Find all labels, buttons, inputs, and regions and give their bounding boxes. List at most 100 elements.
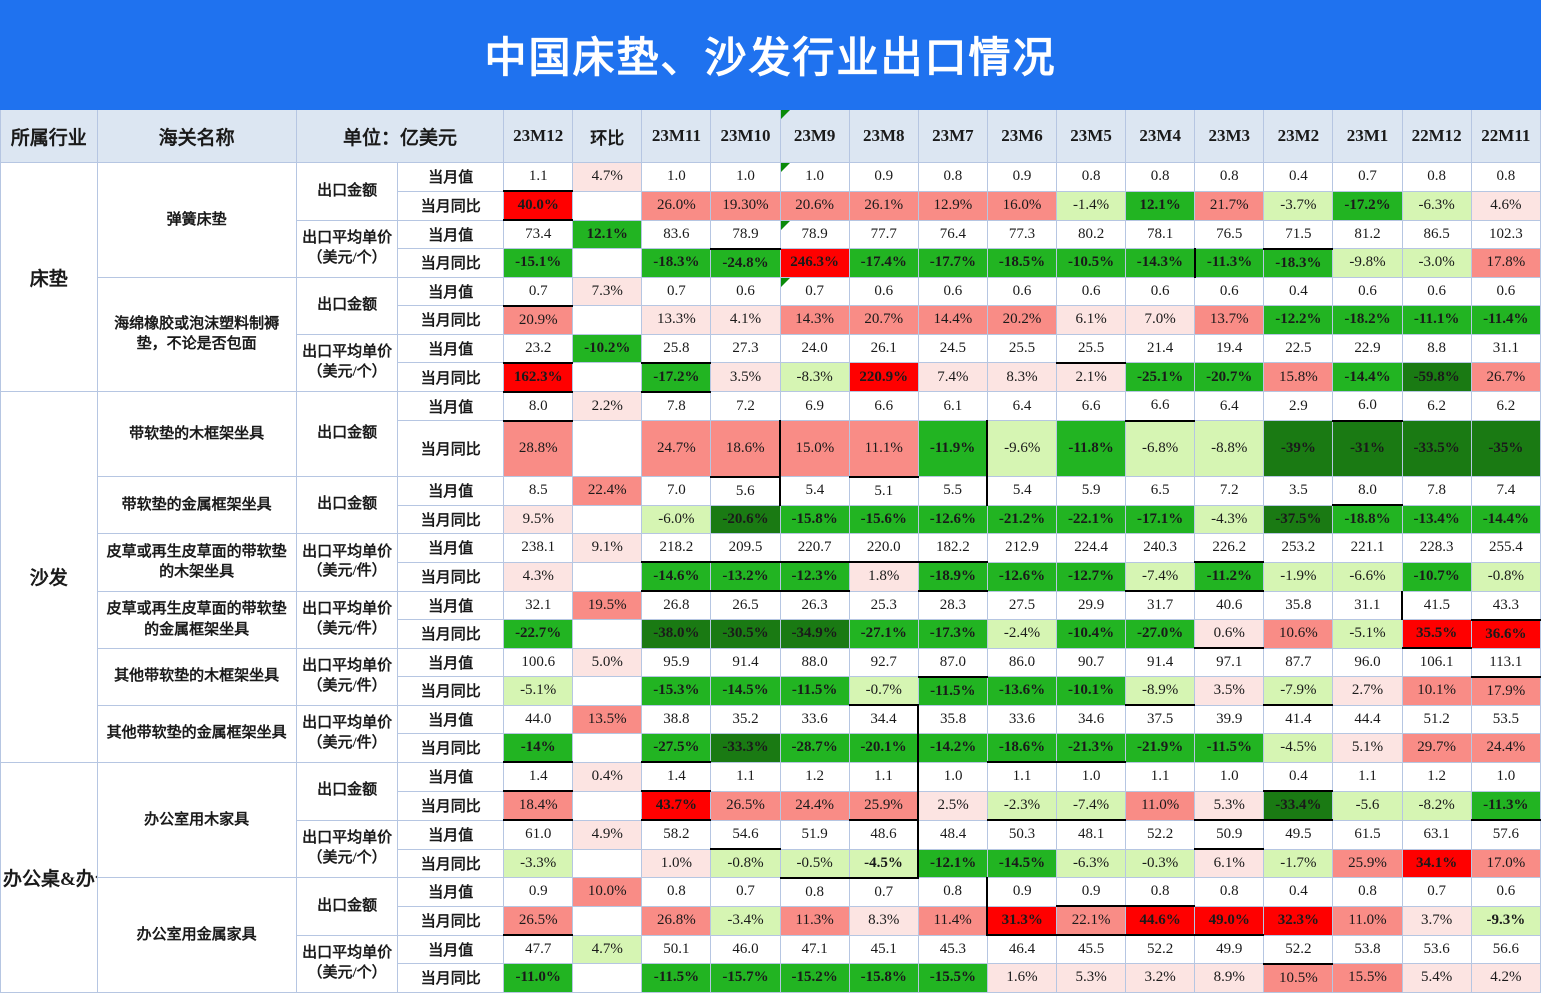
cell: -9.3% [1470,905,1541,936]
header-month-14: 22M11 [1470,108,1541,163]
cell: 31.7 [1125,590,1196,620]
metric-avg-price-ge: 出口平均单价（美元/个） [295,934,399,993]
sub-current-value: 当月值 [397,819,505,850]
cell: 226.2 [1194,533,1265,563]
cell: 0.7 [848,876,919,907]
industry-sofa: 沙发 [0,391,98,763]
cell [572,420,643,477]
cell: -4.5% [848,848,919,878]
cell: 0.6 [986,276,1058,306]
cell: 5.4 [779,476,850,506]
cell: -18.2% [1332,305,1403,335]
cell: 224.4 [1056,533,1127,563]
sub-current-value: 当月值 [397,391,505,421]
cell: 0.8 [917,877,989,907]
cell: 4.3% [503,561,574,592]
cell: 86.5 [1401,219,1472,249]
cell: -3.3% [503,848,574,878]
cell: 1.4 [641,761,712,792]
table-row: 当月同比 9.5% -6.0% -20.6% -15.8% -15.6% -12… [1,504,1541,534]
cell: 238.1 [503,533,574,563]
cell: -22.7% [503,619,574,649]
header-month-13: 22M12 [1401,108,1472,163]
table-row: 当月同比 4.3% -14.6% -13.2% -12.3% 1.8% -18.… [1,561,1541,592]
cell: -3.0% [1401,248,1472,278]
cell: 92.7 [848,647,919,677]
cell: 0.4 [1263,877,1334,907]
cell: -24.8% [710,248,781,278]
cell: 52.2 [1125,819,1196,850]
cell: 6.6 [848,391,919,421]
cell: 26.1% [848,190,919,221]
cell: -8.2% [1401,790,1472,821]
cell: 5.1 [848,476,919,506]
cell: 0.7 [503,276,574,306]
cell: 0.7 [779,276,850,306]
cell: 17.0% [1470,848,1541,878]
header-month-8: 23M5 [1056,108,1127,163]
cell: 6.4 [1194,391,1265,421]
cell: 51.2 [1401,704,1472,734]
customs-name-leather-metal: 皮草或再生皮草面的带软垫的金属框架坐具 [96,590,297,649]
cell: 50.1 [641,934,712,964]
table-row: 出口平均单价（美元/个） 当月值 73.4 12.1% 83.6 78.9 78… [1,219,1541,278]
cell: 24.0 [779,333,850,363]
cell: 44.0 [503,704,574,734]
table-row: 当月同比 -14% -27.5% -33.3% -28.7% -20.1% -1… [1,733,1541,763]
cell: 10.6% [1263,619,1334,649]
cell: -12.3% [779,561,850,592]
table-row: 当月同比 -22.7% -38.0% -30.5% -34.9% -27.1% … [1,618,1541,649]
cell: 35.5% [1401,619,1472,649]
cell: 7.4 [1470,476,1541,506]
sub-yoy: 当月同比 [397,362,505,392]
cell: -17.3% [917,619,988,649]
cell: -30.5% [710,619,781,649]
metric-avg-price-jian: 出口平均单价（美元/件） [295,647,399,706]
cell: 1.0 [1056,761,1127,792]
header-month-7: 23M6 [986,108,1058,163]
cell: -5.1% [1332,619,1403,649]
cell: 31.1 [1332,590,1404,620]
cell: 13.3% [641,305,712,335]
cell: 76.4 [917,219,988,249]
cell: 0.6 [710,276,781,306]
cell: -14.3% [1125,248,1196,278]
cell: 71.5 [1263,219,1334,250]
page-title: 中国床垫、沙发行业出口情况 [484,32,1057,82]
cell: 246.3% [779,248,850,278]
cell: 5.0% [572,647,643,677]
cell: 32.1 [503,590,574,620]
cell: 212.9 [986,533,1058,563]
cell: 22.5 [1263,333,1334,363]
sub-yoy: 当月同比 [397,190,505,221]
cell: -27.0% [1125,619,1196,649]
cell: -18.3% [641,248,712,278]
cell: 255.4 [1470,533,1541,563]
cell: -14.5% [986,848,1058,878]
sub-yoy: 当月同比 [397,905,505,936]
cell: 12.1% [1125,190,1196,221]
cell: 6.1% [1194,848,1265,878]
cell: 31.3% [986,905,1058,936]
header-month-3: 23M10 [710,108,781,163]
cell: 221.1 [1332,533,1403,563]
cell: 26.3 [779,590,850,620]
metric-export-amount: 出口金额 [295,476,399,534]
cell: 0.9 [503,877,574,907]
metric-export-amount: 出口金额 [295,761,399,821]
cell: -59.8% [1401,362,1472,392]
cell: 13.5% [572,704,643,734]
cell: 8.0 [1332,476,1403,506]
header-month-10: 23M3 [1194,108,1265,163]
cell: 17.9% [1470,676,1541,706]
cell: 35.8 [1263,590,1334,620]
cell: -35% [1470,420,1541,477]
cell: -9.6% [986,420,1058,477]
sub-yoy: 当月同比 [397,619,505,649]
cell: 2.5% [917,790,988,821]
cell: 61.5 [1332,819,1403,850]
cell: 47.1 [779,934,850,964]
cell: 50.9 [1194,819,1265,850]
cell: 0.6 [1332,276,1403,306]
